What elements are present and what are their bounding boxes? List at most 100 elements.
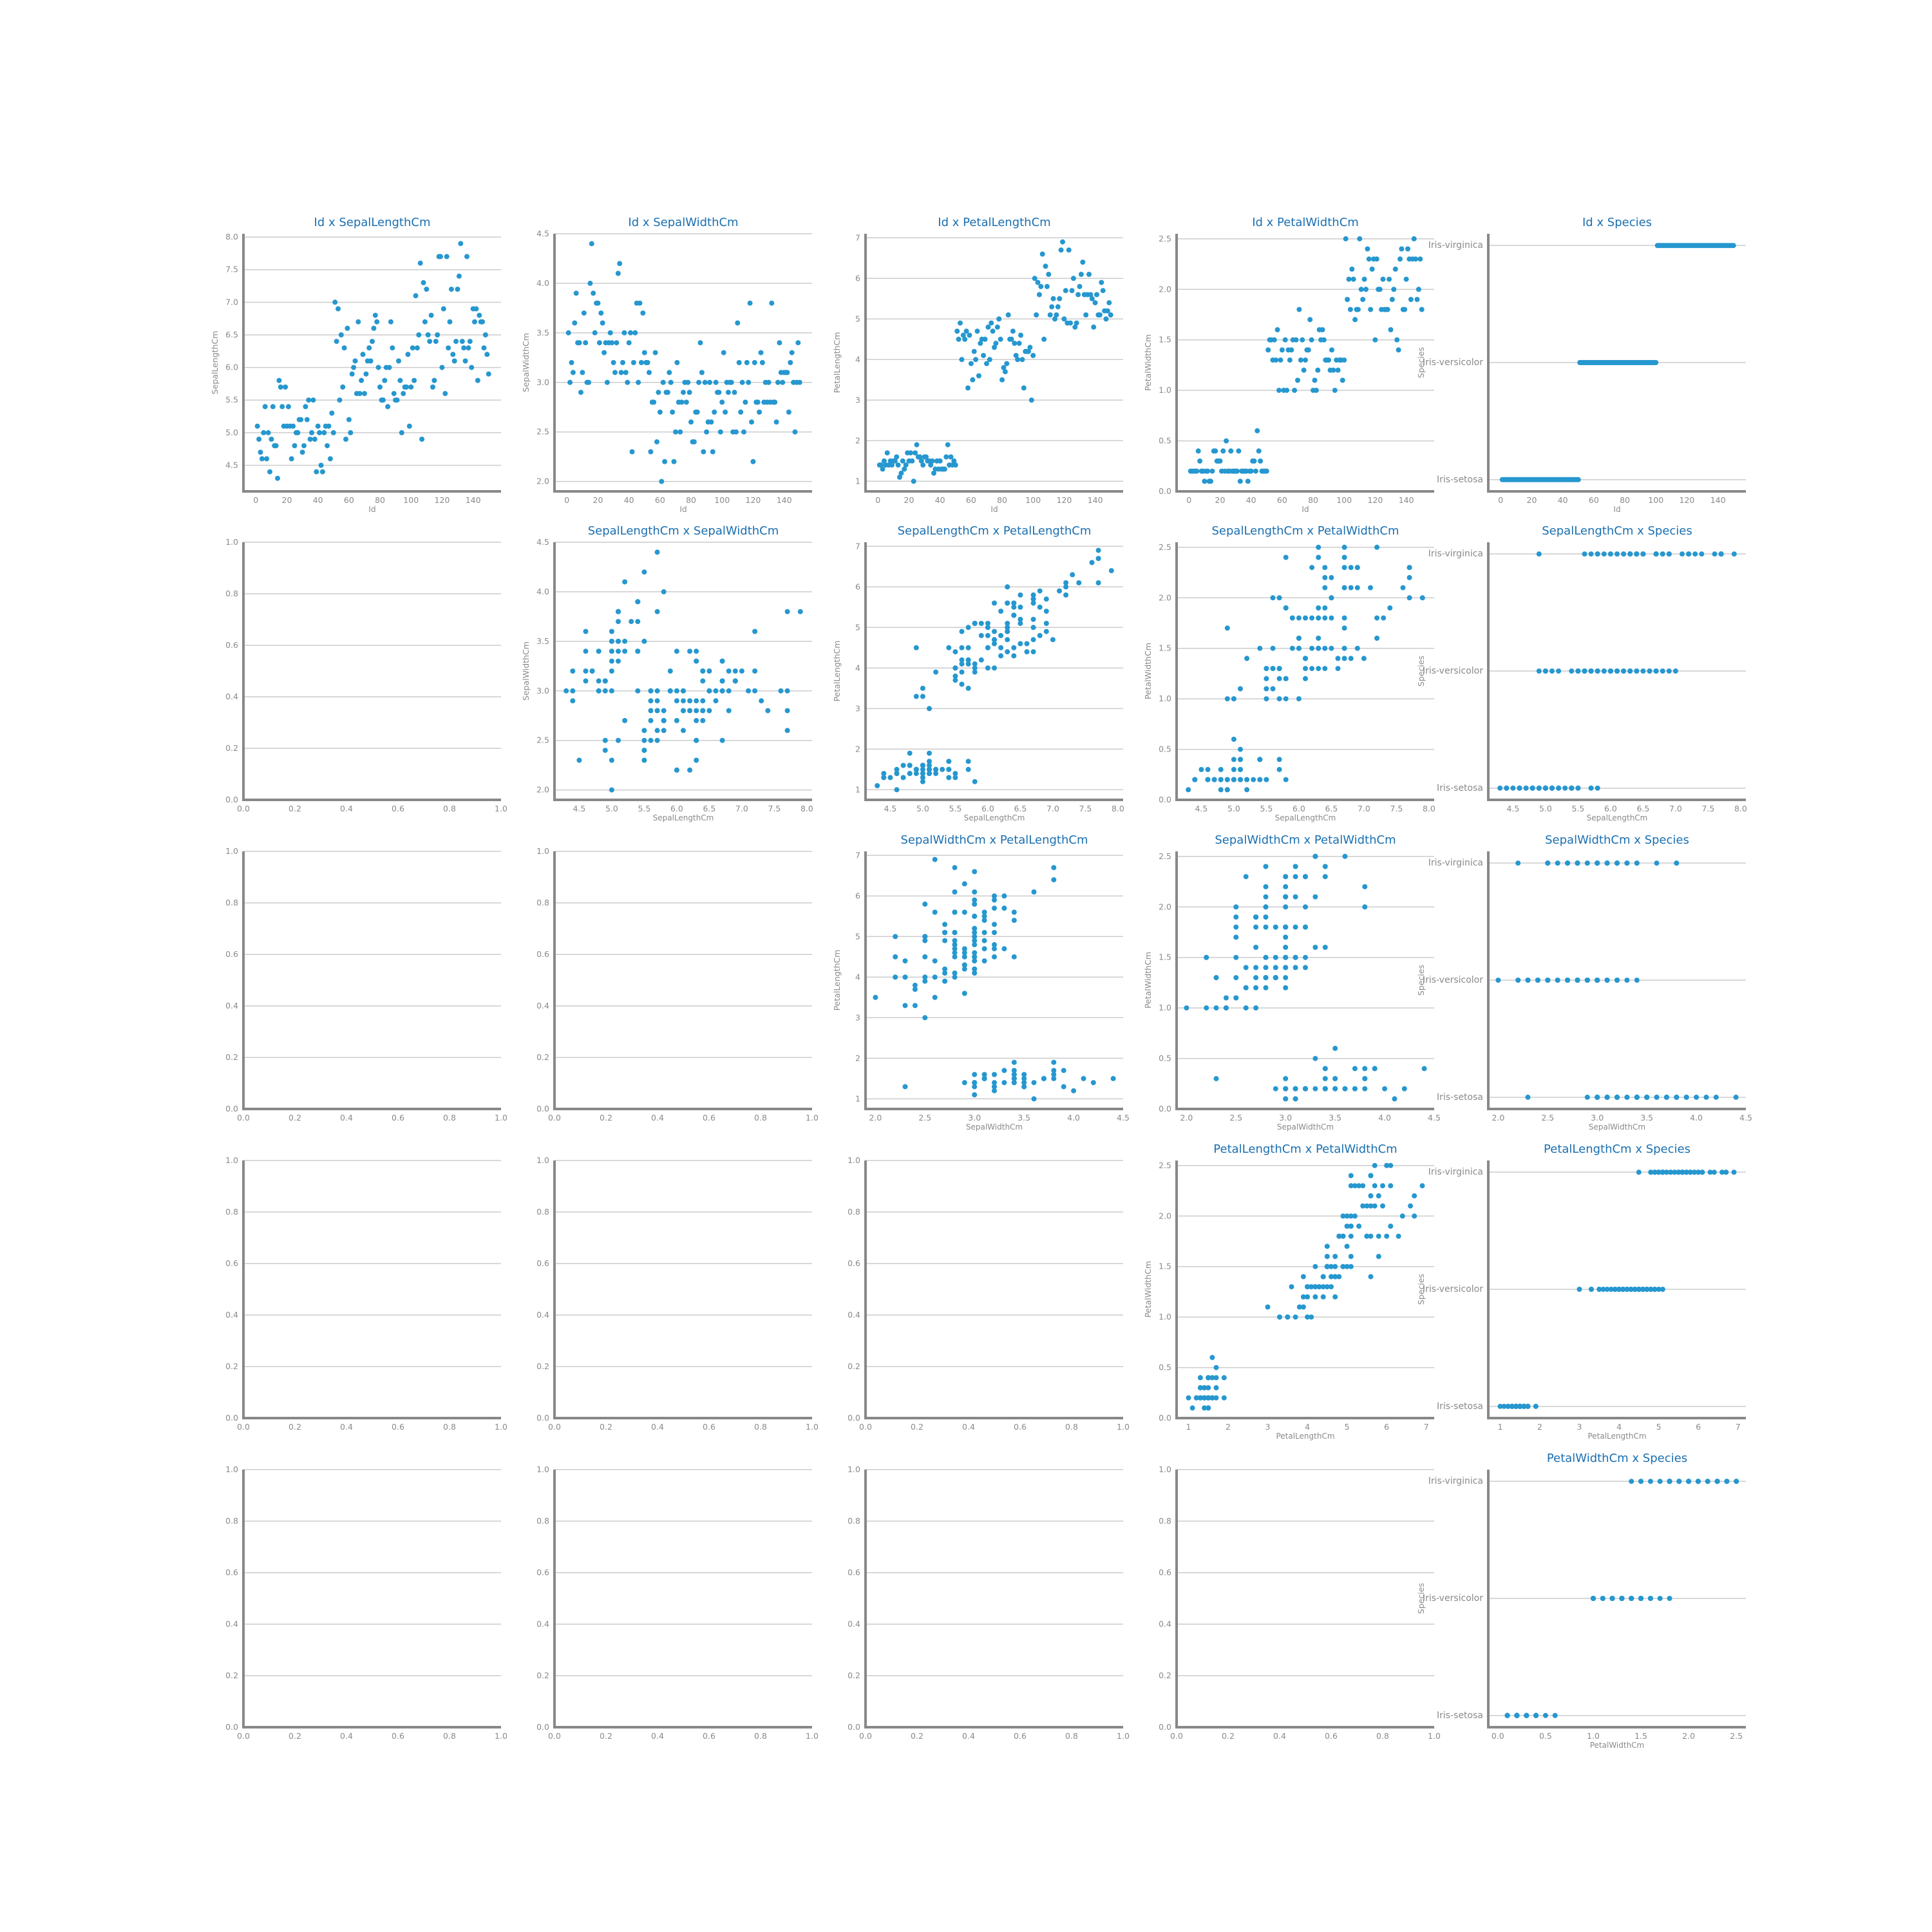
data-point	[1257, 645, 1263, 651]
y-tick-label: 8.0	[225, 232, 238, 242]
data-point	[1575, 668, 1581, 674]
data-point	[1106, 300, 1112, 306]
data-point	[1403, 276, 1409, 282]
data-point	[1089, 296, 1095, 301]
x-tick-label: 80	[1620, 495, 1630, 505]
data-point	[254, 423, 260, 429]
y-tick-label: 4	[855, 354, 860, 364]
data-point	[1556, 668, 1562, 674]
data-point	[1322, 1075, 1328, 1081]
data-point	[1399, 1213, 1405, 1219]
data-point	[1545, 978, 1551, 983]
data-point	[581, 310, 587, 316]
x-tick-label: 120	[435, 495, 450, 505]
data-point	[1037, 604, 1043, 610]
category-label: Iris-setosa	[1437, 783, 1483, 793]
data-point	[1296, 636, 1302, 641]
data-point	[696, 379, 702, 385]
data-point	[961, 1080, 967, 1086]
data-point	[1205, 777, 1211, 782]
data-point	[295, 430, 301, 435]
data-point	[1238, 777, 1243, 782]
data-point	[1533, 1403, 1539, 1409]
data-point	[1322, 1086, 1328, 1092]
data-point	[656, 390, 661, 395]
data-point	[952, 974, 958, 980]
y-tick-label: 4	[855, 972, 860, 981]
data-point	[1303, 904, 1308, 910]
y-tick-label: 1.0	[536, 1464, 549, 1474]
data-point	[1316, 645, 1321, 651]
data-point	[1322, 1066, 1328, 1072]
x-tick-label: 1.0	[806, 1113, 819, 1122]
data-point	[1213, 448, 1218, 454]
data-point	[1324, 1244, 1330, 1249]
data-point	[959, 669, 965, 675]
data-point	[952, 909, 958, 915]
data-point	[942, 966, 948, 972]
data-point	[1283, 1075, 1289, 1081]
data-point	[1061, 316, 1067, 322]
data-point	[1660, 551, 1665, 557]
data-point	[927, 766, 932, 772]
data-point	[927, 706, 932, 712]
x-tick-label: 4	[1616, 1422, 1622, 1432]
data-point	[1621, 668, 1627, 674]
data-point	[1209, 1375, 1215, 1381]
data-point	[1060, 239, 1065, 245]
y-tick-label: 0.5	[1159, 1363, 1171, 1372]
panel-p13: 0.00.51.01.52.02.54.5 5.0 5.5 6.0 6.5 7.0 7.5 8…	[1143, 524, 1435, 822]
y-tick-label: 0.6	[225, 1258, 238, 1268]
data-point	[952, 462, 958, 468]
data-point	[962, 336, 968, 342]
data-point	[1051, 865, 1057, 871]
data-point	[878, 462, 884, 468]
data-point	[1224, 777, 1230, 782]
data-point	[448, 287, 454, 292]
data-point	[614, 340, 620, 346]
x-tick-label: 100	[1648, 495, 1663, 505]
data-point	[259, 456, 265, 462]
x-tick-label: 0.8	[443, 1731, 456, 1741]
data-point	[587, 280, 593, 286]
data-point	[713, 698, 719, 704]
data-point	[972, 934, 978, 940]
data-point	[1356, 1183, 1362, 1189]
data-point	[1345, 297, 1350, 302]
data-point	[972, 913, 978, 919]
data-point	[965, 661, 971, 667]
data-point	[952, 865, 958, 871]
data-point	[371, 325, 377, 331]
data-point	[413, 293, 419, 299]
data-point	[334, 339, 339, 345]
data-point	[648, 698, 654, 704]
panel-e20: 0.00.20.40.60.81.00.0 0.2 0.4 0.6 0.8 1.0	[225, 846, 507, 1122]
data-point	[1341, 656, 1347, 661]
data-point	[394, 397, 400, 403]
data-point	[647, 370, 652, 375]
x-tick-label: 40	[624, 495, 634, 505]
x-tick-label: 3.0	[968, 1113, 981, 1122]
data-point	[1011, 1080, 1017, 1086]
x-tick-label: 3.0	[1279, 1113, 1292, 1122]
data-point	[1202, 1405, 1208, 1411]
data-point	[1243, 1005, 1249, 1011]
y-tick-label: 2.5	[1159, 1160, 1171, 1170]
data-point	[932, 909, 938, 915]
data-point	[1348, 656, 1354, 661]
y-tick-label: 0.8	[536, 1516, 549, 1526]
data-point	[1204, 1005, 1209, 1011]
data-point	[1088, 292, 1094, 298]
x-tick-label: 0.2	[600, 1731, 612, 1741]
x-tick-label: 4.0	[1378, 1113, 1391, 1122]
data-point	[1296, 1304, 1302, 1310]
data-point	[1316, 1284, 1322, 1290]
data-point	[744, 360, 750, 365]
data-point	[894, 787, 900, 793]
data-point	[1368, 1233, 1374, 1239]
data-point	[1011, 600, 1017, 606]
data-point	[952, 938, 958, 943]
data-point	[1004, 361, 1010, 366]
data-point	[1030, 600, 1036, 606]
